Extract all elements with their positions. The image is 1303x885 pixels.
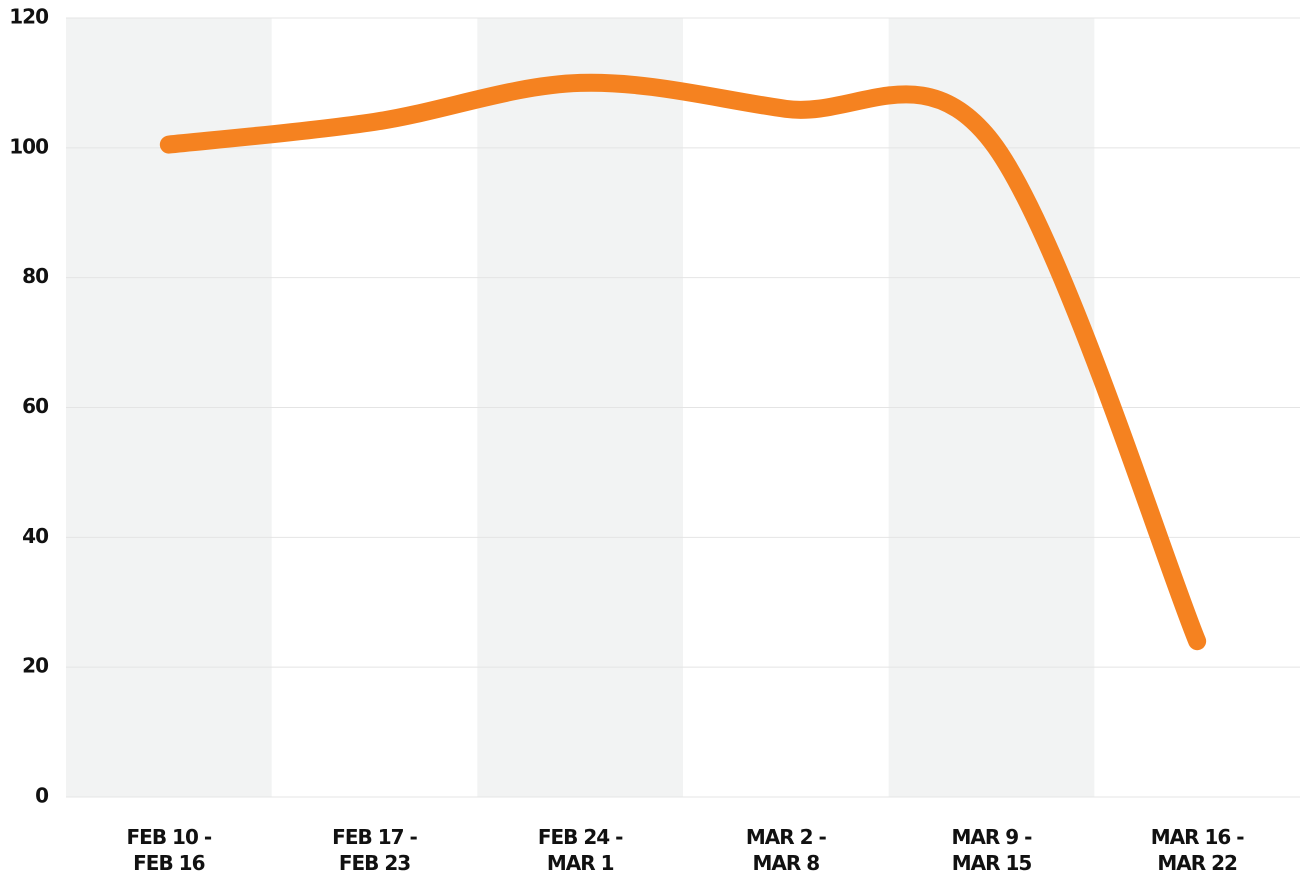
- x-tick-line: MAR 8: [752, 851, 819, 875]
- x-tick-line: FEB 17 -: [332, 825, 417, 849]
- x-tick-label: MAR 16 -MAR 22: [1151, 825, 1245, 875]
- x-tick-label: MAR 9 -MAR 15: [952, 825, 1033, 875]
- x-tick-line: FEB 24 -: [538, 825, 623, 849]
- x-tick-line: FEB 10 -: [127, 825, 212, 849]
- x-tick-line: MAR 22: [1157, 851, 1237, 875]
- x-tick-label: FEB 24 -MAR 1: [538, 825, 623, 875]
- y-tick-label: 60: [22, 394, 48, 418]
- x-tick-line: FEB 23: [339, 851, 410, 875]
- x-tick-line: MAR 9 -: [952, 825, 1033, 849]
- y-tick-label: 20: [22, 654, 48, 678]
- y-tick-label: 100: [9, 134, 48, 158]
- x-tick-line: MAR 15: [952, 851, 1032, 875]
- x-tick-label: MAR 2 -MAR 8: [746, 825, 827, 875]
- x-tick-label: FEB 17 -FEB 23: [332, 825, 417, 875]
- y-tick-label: 0: [35, 784, 48, 808]
- x-tick-line: MAR 16 -: [1151, 825, 1245, 849]
- y-tick-label: 80: [22, 264, 48, 288]
- line: [159, 73, 1207, 651]
- x-tick-line: FEB 16: [133, 851, 204, 875]
- y-tick-label: 120: [9, 5, 48, 29]
- y-tick-label: 40: [22, 524, 48, 548]
- x-tick-line: MAR 1: [547, 851, 614, 875]
- x-tick-label: FEB 10 -FEB 16: [127, 825, 212, 875]
- x-tick-line: MAR 2 -: [746, 825, 827, 849]
